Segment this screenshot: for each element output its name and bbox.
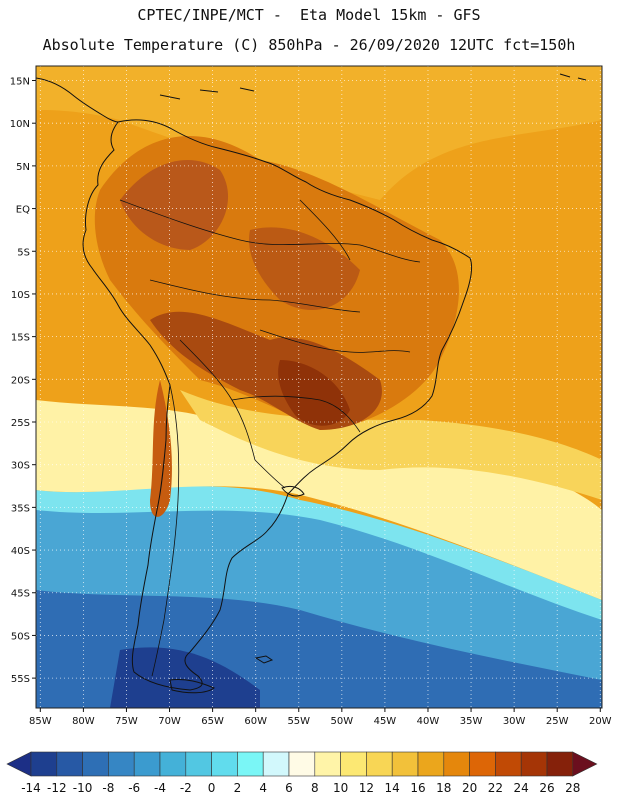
lat-tick-label: 25S [11,418,30,429]
colorbar-label: -10 [73,781,93,795]
colorbar-swatch [185,751,212,777]
lon-tick-label: 80W [72,716,95,727]
colorbar-label: 20 [462,781,477,795]
colorbar-swatch [340,751,367,777]
lat-tick-label: 10S [11,290,30,301]
field-hot-core-north [120,160,229,250]
caribbean-islands [159,73,587,100]
colorbar-over-arrow [572,751,598,777]
colorbar-swatch [520,751,548,777]
colorbar-label: 8 [311,781,319,795]
latitude-axis: 15N 10N 5N EQ 5S 10S 15S 20S 25S 30S 35S 40S 45S 50S 5… [10,77,36,685]
colorbar-label: 6 [285,781,293,795]
south-america-coastline [82,119,473,691]
colorbar-label: 26 [539,781,554,795]
colorbar-under-arrow [6,751,32,777]
lon-tick-label: 75W [115,716,138,727]
colorbar-swatch [391,751,419,777]
lat-tick-label: 55S [11,674,30,685]
lat-tick-label: 45S [11,589,30,600]
colorbar-label: 28 [565,781,580,795]
colorbar-swatch [314,751,341,777]
lon-tick-label: 65W [201,716,224,727]
lon-tick-label: 20W [589,716,612,727]
colorbar-swatch [288,751,316,777]
colorbar-label: -14 [21,781,41,795]
colorbar-swatch [159,751,187,777]
colorbar-label: 14 [385,781,400,795]
field-band-pale [36,400,602,600]
colorbar-swatch [366,751,393,777]
colorbar-swatch [237,751,264,777]
field-hot-core-center [249,227,360,310]
colorbar-label: -4 [154,781,166,795]
lat-tick-label: EQ [16,205,30,216]
colorbar-label: -12 [47,781,67,795]
colorbar-swatch [495,751,522,777]
colorbar-label: 24 [514,781,529,795]
map-frame [35,65,603,709]
lon-tick-label: 45W [374,716,397,727]
colorbar-swatch [262,751,290,777]
colorbar-label: 22 [488,781,503,795]
lat-tick-label: 30S [11,461,30,472]
colorbar-label: 10 [333,781,348,795]
longitude-axis: 85W 80W 75W 70W 65W 60W 55W 50W 45W 40W 35W 30W 25W 2… [29,708,612,727]
field-hot-core-max [278,360,350,426]
lon-tick-label: 30W [503,716,526,727]
lat-tick-label: 10N [10,119,30,130]
colorbar-swatch [443,751,470,777]
lon-tick-label: 35W [460,716,483,727]
colorbar-swatch [211,751,238,777]
falkland-islands [254,655,274,664]
colorbar-swatch [469,751,496,777]
coastlines [36,73,587,694]
colorbar-label: -2 [180,781,192,795]
field-band-deepest [110,647,260,708]
colorbar-swatch [133,751,161,777]
lat-tick-label: 5N [16,162,30,173]
lat-tick-label: 50S [11,631,30,642]
lon-tick-label: 50W [331,716,354,727]
lat-tick-label: 40S [11,546,30,557]
lat-tick-label: 15N [10,77,30,88]
colorbar-label: -8 [102,781,114,795]
colorbar-swatch [546,751,574,777]
tierra-del-fuego [169,679,215,694]
lat-tick-label: 35S [11,503,30,514]
lon-tick-label: 25W [546,716,569,727]
lon-tick-label: 60W [244,716,267,727]
colorbar-swatch [417,751,445,777]
colorbar-label: 12 [359,781,374,795]
country-borders [119,199,421,677]
colorbar-label: 16 [410,781,425,795]
lat-tick-label: 20S [11,375,30,386]
field-band-yellow [180,390,602,500]
colorbar-label: 0 [208,781,216,795]
lon-tick-label: 55W [287,716,310,727]
colorbar-swatch [108,751,135,777]
title-line-2: Absolute Temperature (C) 850hPa - 26/09/… [42,36,576,54]
field-band-north [36,66,602,200]
colorbar-swatch [56,751,83,777]
colorbar-swatch [82,751,109,777]
lagoa-dos-patos [281,485,305,497]
lat-tick-label: 5S [17,247,30,258]
lat-tick-label: 15S [11,333,30,344]
title-line-1: CPTEC/INPE/MCT - Eta Model 15km - GFS [137,6,481,24]
colorbar-label: -6 [128,781,140,795]
colorbar: -14 -12 -10 -8 -6 -4 -2 0 2 4 6 8 10 12 14 16 18 20 22 24 26… [6,751,598,795]
lon-tick-label: 70W [158,716,181,727]
colorbar-label: 4 [259,781,267,795]
lon-tick-label: 85W [29,716,52,727]
central-america-coastline [36,77,119,123]
lon-tick-label: 40W [417,716,440,727]
colorbar-swatch [30,751,58,777]
temperature-field [36,66,602,708]
colorbar-label: 18 [436,781,451,795]
colorbar-label: 2 [234,781,242,795]
